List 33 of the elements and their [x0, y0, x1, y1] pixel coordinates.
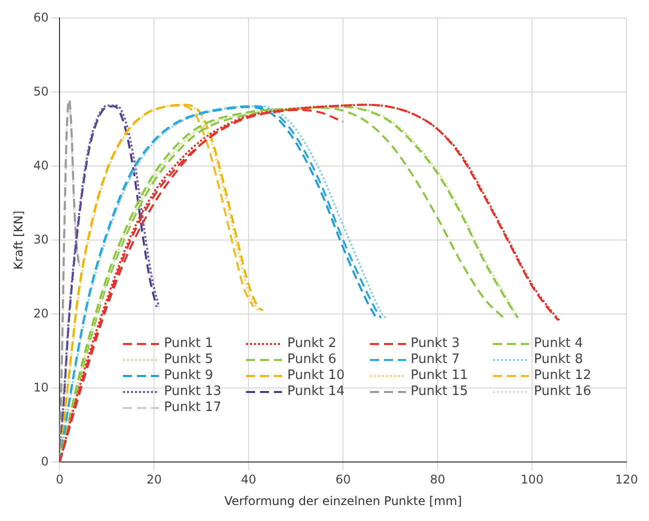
- legend-label: Punkt 9: [164, 368, 214, 384]
- y-tick-label: 20: [33, 306, 49, 320]
- legend-label: Punkt 13: [164, 384, 222, 400]
- y-tick-label: 50: [33, 84, 49, 98]
- x-tick-label: 100: [520, 472, 544, 487]
- x-tick-label: 60: [335, 472, 351, 487]
- legend-label: Punkt 12: [534, 368, 592, 384]
- y-tick-label: 10: [33, 380, 49, 394]
- legend-label: Punkt 2: [287, 336, 336, 352]
- x-tick-label: 120: [615, 472, 638, 487]
- legend-label: Punkt 16: [534, 384, 592, 400]
- y-tick-label: 30: [33, 232, 49, 246]
- y-tick-label: 40: [33, 158, 49, 172]
- legend-label: Punkt 6: [287, 352, 336, 368]
- x-tick-label: 80: [430, 472, 446, 487]
- legend-label: Punkt 7: [410, 352, 460, 368]
- legend-label: Punkt 10: [287, 368, 345, 384]
- legend-label: Punkt 11: [410, 368, 468, 384]
- y-tick-label: 0: [41, 454, 49, 468]
- legend-label: Punkt 15: [410, 384, 468, 400]
- legend-label: Punkt 8: [534, 352, 584, 368]
- x-axis-title: Verformung der einzelnen Punkte [mm]: [224, 494, 462, 508]
- x-tick-label: 20: [146, 472, 162, 487]
- legend-label: Punkt 5: [164, 352, 214, 368]
- legend-label: Punkt 4: [534, 336, 584, 352]
- legend-label: Punkt 14: [287, 384, 345, 400]
- y-axis-title: Kraft [KN]: [11, 210, 26, 270]
- y-tick-label: 60: [33, 10, 49, 24]
- x-tick-label: 40: [240, 472, 256, 487]
- legend-label: Punkt 1: [164, 336, 214, 352]
- legend-label: Punkt 17: [164, 400, 222, 416]
- x-tick-label: 0: [56, 472, 64, 487]
- legend-label: Punkt 3: [410, 336, 460, 352]
